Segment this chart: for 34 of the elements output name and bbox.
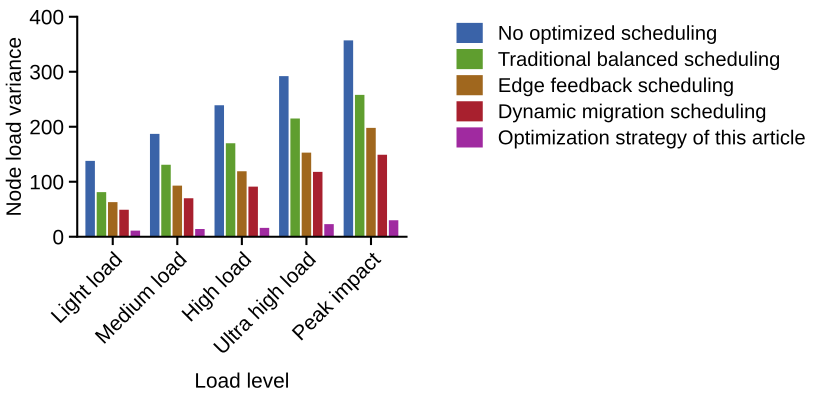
y-tick-label: 100 bbox=[30, 174, 64, 190]
legend-label: Dynamic migration scheduling bbox=[499, 104, 766, 122]
bar bbox=[354, 94, 364, 237]
bar bbox=[279, 76, 289, 237]
bar bbox=[119, 210, 129, 237]
bar bbox=[150, 134, 160, 237]
bar bbox=[290, 118, 300, 237]
bar bbox=[226, 143, 236, 237]
y-axis-title: Node load variance bbox=[6, 38, 21, 215]
bar bbox=[172, 186, 182, 237]
bar bbox=[161, 164, 171, 237]
bar bbox=[388, 220, 398, 237]
legend-label: Traditional balanced scheduling bbox=[498, 51, 780, 70]
legend-label: Optimization strategy of this article bbox=[498, 130, 805, 148]
bar bbox=[324, 224, 334, 237]
bar bbox=[214, 105, 224, 237]
bar bbox=[96, 192, 106, 237]
bar bbox=[378, 154, 388, 237]
y-tick-label: 0 bbox=[53, 230, 64, 244]
bar bbox=[312, 172, 322, 237]
y-tick-label: 300 bbox=[30, 64, 64, 80]
bar bbox=[108, 202, 118, 237]
bar bbox=[366, 128, 376, 237]
bar bbox=[248, 186, 258, 237]
bar bbox=[184, 198, 194, 237]
bar bbox=[237, 171, 247, 237]
bar bbox=[85, 160, 95, 237]
bar bbox=[344, 40, 354, 237]
x-axis-title: Load level bbox=[196, 372, 288, 388]
y-tick-label: 200 bbox=[30, 120, 64, 134]
bar bbox=[302, 152, 312, 237]
legend-label: Edge feedback scheduling bbox=[499, 77, 733, 96]
legend-label: No optimized scheduling bbox=[499, 25, 716, 44]
y-tick-label: 400 bbox=[30, 10, 64, 25]
